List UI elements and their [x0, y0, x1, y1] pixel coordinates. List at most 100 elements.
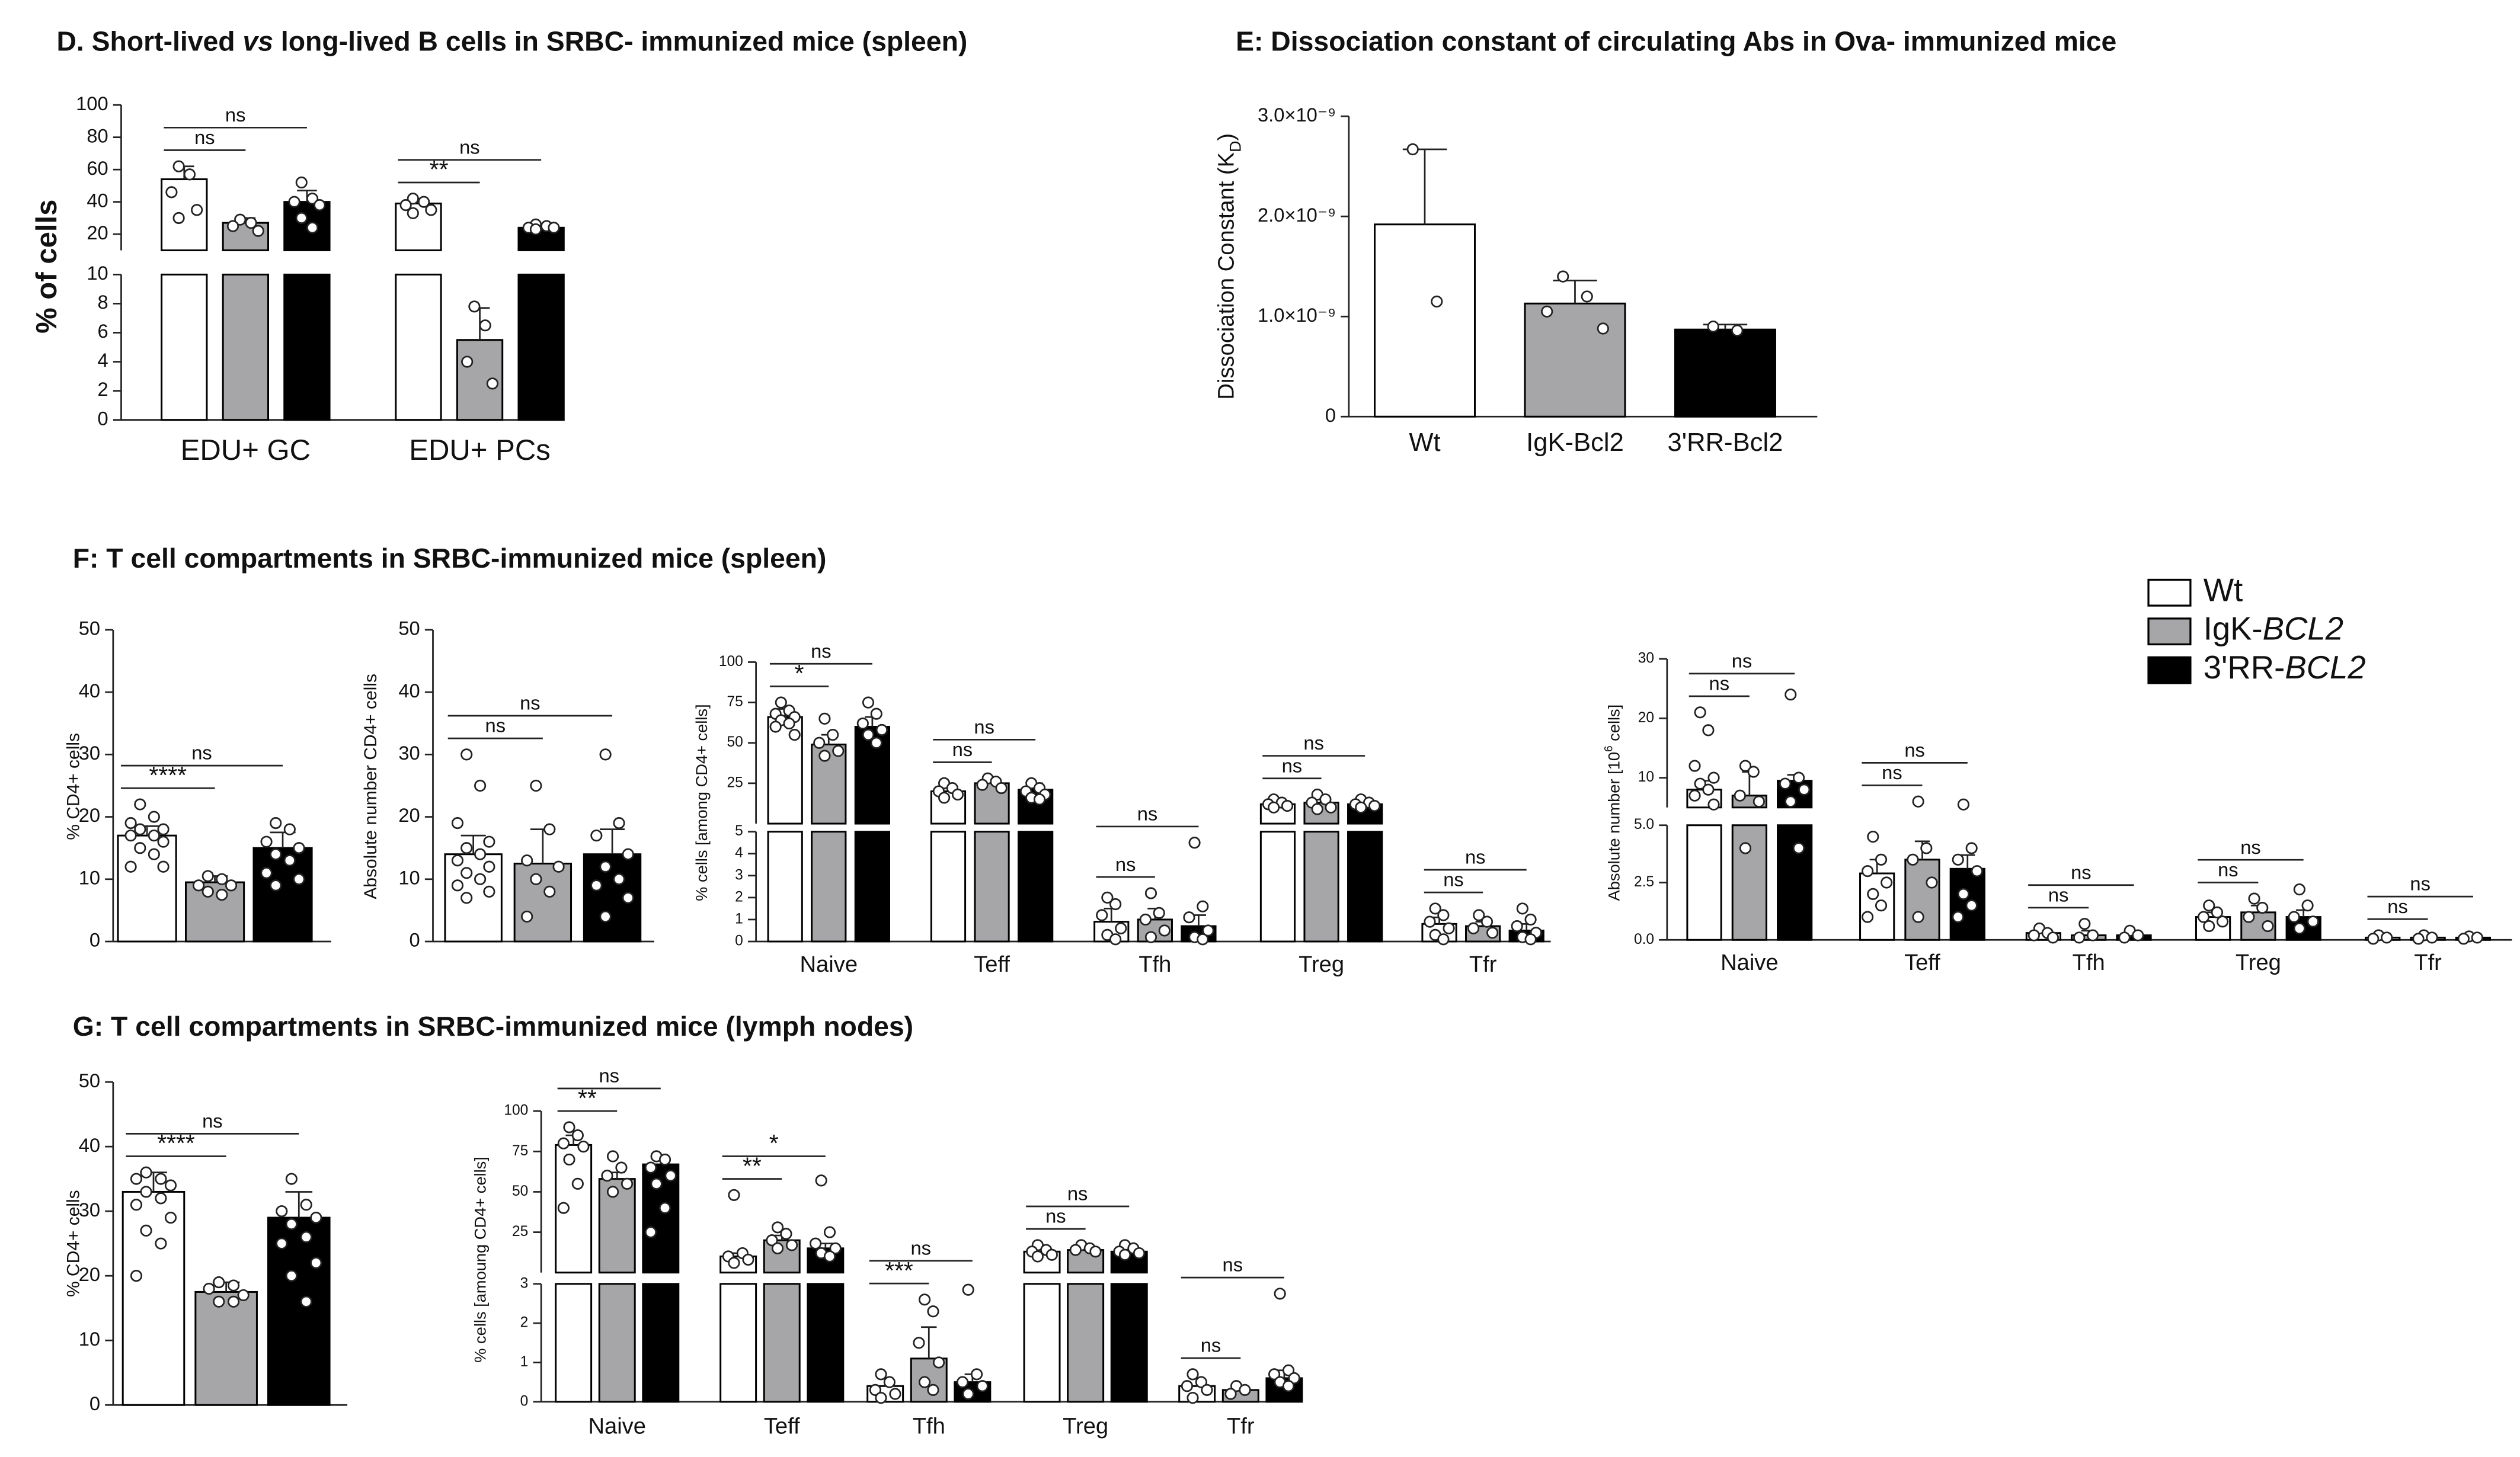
- data-point: [418, 196, 430, 208]
- y-tick-label: 2.0×10⁻⁹: [1258, 204, 1336, 226]
- data-point: [1702, 724, 1715, 736]
- y-axis-label-part: 6: [1603, 745, 1615, 752]
- significance-label: ns: [459, 136, 480, 158]
- data-point: [1431, 295, 1443, 308]
- y-tick-label: 0: [410, 929, 420, 951]
- y-tick-label: 50: [398, 617, 420, 639]
- data-point: [951, 788, 964, 801]
- bar: [974, 831, 1010, 943]
- data-point: [1541, 305, 1553, 318]
- bar: [117, 834, 177, 943]
- bar: [1018, 831, 1054, 943]
- data-point: [148, 830, 160, 842]
- bar: [395, 273, 442, 421]
- data-point: [1862, 911, 1874, 923]
- data-point: [1516, 902, 1528, 915]
- data-point: [2426, 931, 2438, 944]
- data-point: [771, 1221, 784, 1234]
- data-point: [1907, 853, 1919, 866]
- data-point: [140, 1166, 152, 1179]
- data-point: [1707, 771, 1720, 784]
- data-point: [2086, 929, 2099, 942]
- data-point: [468, 300, 481, 313]
- y-tick-label: 20: [398, 804, 420, 826]
- legend-label: Wt: [2204, 572, 2243, 609]
- data-point: [2288, 911, 2300, 923]
- data-point: [571, 1129, 584, 1142]
- data-point: [1965, 842, 1978, 854]
- bar: [1904, 859, 1940, 941]
- y-tick-label: 50: [79, 1069, 100, 1091]
- legend-swatch: [2147, 656, 2192, 684]
- data-point: [2262, 920, 2274, 933]
- y-tick-label: 40: [398, 680, 420, 702]
- data-point: [293, 842, 305, 854]
- y-axis-label: Dissociation Constant (KD): [1214, 133, 1245, 400]
- significance-label: ns: [1303, 732, 1324, 754]
- data-point: [1158, 924, 1171, 937]
- data-point: [2248, 892, 2260, 905]
- data-point: [809, 1237, 822, 1250]
- panel-title: D. Short-lived vs long-lived B cells in …: [56, 26, 967, 57]
- y-tick-label: 25: [727, 774, 743, 790]
- data-point: [2471, 931, 2483, 944]
- x-tick-label: EDU+ PCs: [409, 434, 550, 466]
- bar: [930, 831, 967, 943]
- data-point: [543, 823, 556, 835]
- data-point: [1785, 689, 1797, 701]
- data-point: [1443, 922, 1455, 934]
- y-tick-label: 1.0×10⁻⁹: [1258, 304, 1336, 326]
- data-point: [285, 1270, 298, 1282]
- data-point: [399, 199, 412, 212]
- data-point: [270, 879, 282, 892]
- data-point: [288, 196, 300, 208]
- data-point: [918, 1376, 931, 1388]
- data-point: [557, 1202, 570, 1214]
- data-point: [962, 1388, 974, 1400]
- data-point: [213, 1276, 225, 1289]
- bar: [1374, 223, 1476, 418]
- data-point: [1109, 933, 1122, 946]
- significance-label: ns: [599, 1065, 619, 1087]
- data-point: [1753, 795, 1765, 808]
- x-tick-label: Tfh: [2073, 950, 2105, 975]
- y-tick-label: 1: [735, 911, 743, 927]
- data-point: [1368, 799, 1381, 812]
- panel-title-part: long-lived B cells in SRBC- immunized mi…: [273, 26, 967, 57]
- data-point: [932, 1356, 945, 1369]
- data-point: [451, 854, 464, 867]
- bar: [1347, 831, 1383, 943]
- data-point: [956, 1376, 969, 1388]
- data-point: [1325, 801, 1337, 814]
- y-tick-label: 75: [727, 694, 743, 710]
- y-axis-label: % cells [among CD4+ cells]: [692, 704, 711, 901]
- data-point: [1183, 911, 1195, 924]
- y-tick-label: 20: [87, 222, 108, 244]
- data-point: [1952, 853, 1964, 866]
- data-point: [451, 879, 464, 892]
- significance-label: *: [795, 659, 804, 687]
- data-point: [815, 1174, 827, 1187]
- x-tick-label: Treg: [1299, 952, 1344, 977]
- y-tick-label: 10: [398, 866, 420, 888]
- bar: [185, 881, 245, 943]
- data-point: [407, 193, 419, 205]
- bar: [1110, 1283, 1148, 1403]
- y-tick-label: 0: [735, 933, 743, 949]
- bar: [1023, 1283, 1061, 1403]
- data-point: [1187, 1392, 1199, 1404]
- bar: [513, 862, 573, 943]
- data-point: [124, 830, 137, 842]
- data-point: [130, 1199, 143, 1211]
- data-point: [1792, 842, 1805, 854]
- data-point: [590, 830, 603, 842]
- data-point: [813, 736, 826, 749]
- y-tick-label: 0: [89, 1392, 100, 1414]
- data-point: [245, 217, 257, 229]
- panel-title: F: T cell compartments in SRBC-immunized…: [73, 543, 827, 574]
- data-point: [613, 817, 625, 830]
- data-point: [2211, 906, 2224, 918]
- data-point: [165, 186, 178, 198]
- data-point: [1747, 766, 1760, 778]
